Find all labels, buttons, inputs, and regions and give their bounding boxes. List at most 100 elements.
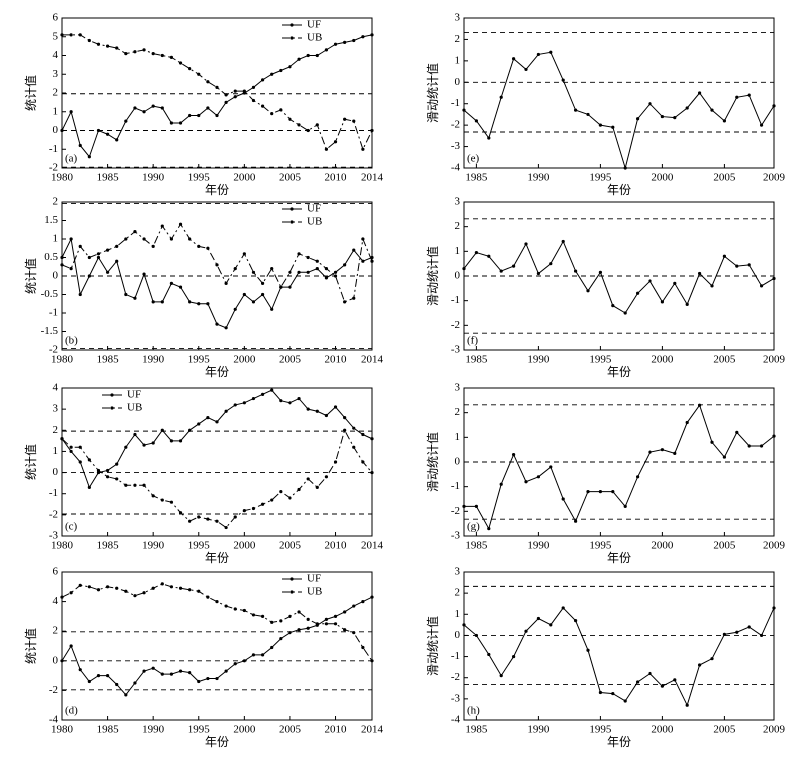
- data-point: [306, 53, 310, 58]
- x-tick-label: 2014: [361, 540, 384, 552]
- legend-marker: [110, 406, 114, 410]
- data-point: [206, 80, 210, 84]
- data-point: [133, 681, 137, 685]
- data-point: [297, 123, 301, 127]
- data-point: [343, 263, 347, 267]
- x-tick-label: 1990: [142, 724, 165, 736]
- data-point: [611, 304, 615, 308]
- data-point: [487, 254, 491, 258]
- legend-marker: [290, 23, 294, 27]
- x-tick-label: 1985: [97, 724, 120, 736]
- y-tick-label: 2: [53, 424, 59, 436]
- series-line: [61, 34, 373, 158]
- data-point: [160, 582, 164, 586]
- data-point: [105, 585, 110, 589]
- data-point: [598, 490, 603, 494]
- data-point: [549, 50, 553, 54]
- data-point: [772, 104, 776, 108]
- data-point: [270, 307, 274, 311]
- y-tick-label: 4: [53, 382, 59, 394]
- data-point: [315, 259, 319, 263]
- data-point: [536, 52, 541, 57]
- x-tick-label: 1985: [97, 354, 120, 366]
- y-axis-label: 滑动统计值: [425, 246, 440, 306]
- data-point: [142, 110, 146, 114]
- data-point: [343, 628, 347, 632]
- data-point: [760, 444, 764, 448]
- y-tick-label: 2: [53, 625, 59, 637]
- data-point: [270, 620, 274, 624]
- data-point: [474, 250, 478, 255]
- data-point: [142, 237, 146, 241]
- data-point: [333, 460, 338, 464]
- data-point: [260, 78, 265, 82]
- x-tick-label: 2010: [325, 540, 348, 552]
- data-point: [60, 595, 64, 599]
- x-tick-label: 1995: [188, 724, 211, 736]
- data-point: [361, 259, 365, 263]
- data-point: [549, 262, 553, 266]
- data-point: [197, 679, 201, 684]
- data-point: [297, 57, 301, 61]
- data-point: [169, 439, 174, 443]
- data-point: [772, 276, 776, 281]
- data-point: [352, 119, 356, 123]
- x-tick-label: 1985: [97, 540, 120, 552]
- data-point: [215, 263, 219, 267]
- data-point: [115, 259, 119, 263]
- data-point: [69, 449, 73, 454]
- data-point: [215, 85, 219, 89]
- legend-marker: [290, 220, 294, 224]
- data-point: [115, 682, 119, 687]
- data-point: [297, 396, 301, 401]
- data-point: [87, 155, 91, 159]
- y-tick-label: -2: [49, 344, 58, 356]
- data-point: [142, 669, 146, 673]
- data-point: [297, 487, 301, 492]
- panel-label: (b): [65, 335, 78, 347]
- data-point: [87, 485, 91, 489]
- data-point: [352, 296, 356, 300]
- data-point: [224, 93, 228, 97]
- data-point: [96, 128, 101, 133]
- x-tick-label: 2000: [651, 354, 674, 366]
- data-point: [623, 699, 627, 703]
- data-point: [598, 690, 603, 695]
- data-point: [352, 248, 356, 252]
- data-point: [636, 117, 640, 121]
- y-tick-label: 6: [53, 566, 59, 578]
- y-tick-label: -1.5: [41, 325, 59, 337]
- data-point: [60, 659, 64, 663]
- y-tick-label: 2: [53, 196, 59, 208]
- data-point: [747, 93, 751, 97]
- x-tick-label: 1985: [465, 354, 488, 366]
- data-point: [611, 125, 615, 129]
- data-point: [178, 669, 183, 673]
- data-point: [115, 138, 119, 142]
- y-tick-label: -4: [451, 714, 461, 726]
- data-point: [343, 610, 347, 614]
- y-tick-label: 1: [53, 233, 59, 245]
- x-axis-label: 年份: [607, 365, 631, 379]
- data-point: [133, 106, 137, 110]
- x-tick-label: 1995: [589, 540, 612, 552]
- data-point: [151, 104, 155, 108]
- data-point: [279, 399, 283, 403]
- data-point: [224, 604, 228, 608]
- data-point: [487, 652, 491, 657]
- y-tick-label: 3: [455, 12, 461, 24]
- data-point: [197, 589, 201, 593]
- data-point: [361, 147, 365, 151]
- data-point: [324, 622, 329, 626]
- legend-label: UB: [307, 586, 322, 598]
- data-point: [151, 441, 155, 445]
- data-point: [151, 244, 155, 248]
- x-tick-label: 2005: [713, 540, 736, 552]
- data-point: [105, 248, 110, 252]
- data-point: [279, 285, 283, 289]
- data-point: [333, 405, 338, 409]
- data-point: [352, 604, 356, 608]
- x-tick-label: 1995: [589, 172, 612, 184]
- data-point: [178, 439, 183, 443]
- data-point: [673, 451, 677, 455]
